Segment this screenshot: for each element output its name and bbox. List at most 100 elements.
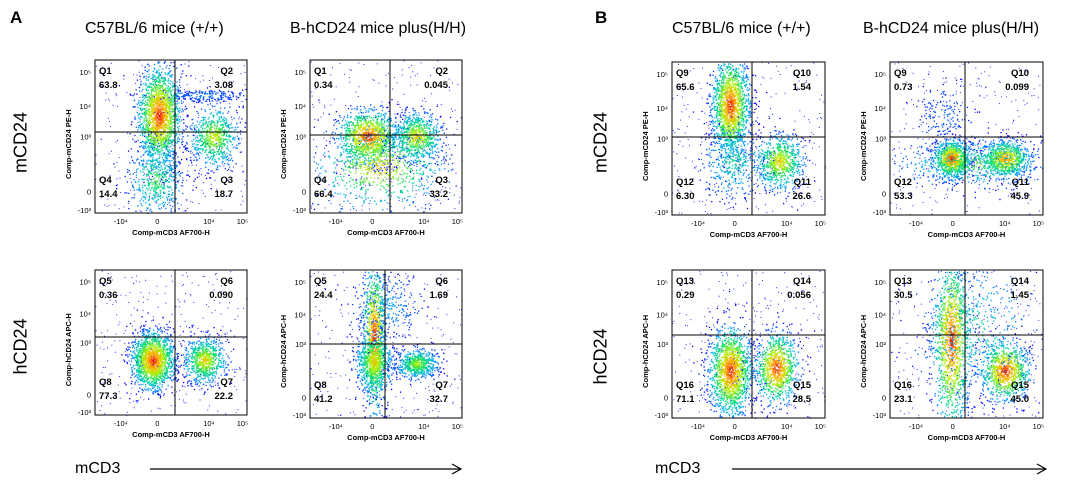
y-tick-label: -10³ <box>873 208 887 217</box>
quadrant-name: Q9 <box>676 68 689 79</box>
quadrant-percentage: 45.0 <box>1011 394 1030 405</box>
y-tick-label: 10³ <box>80 339 91 348</box>
quadrant-name: Q10 <box>1011 68 1029 79</box>
x-tick-label: -10⁴ <box>329 422 343 431</box>
footer-arrow-a <box>150 463 463 475</box>
density-dots <box>672 271 826 419</box>
density-dots <box>310 60 463 214</box>
quadrant-name: Q11 <box>1012 177 1030 188</box>
x-tick-label: 10⁴ <box>203 419 215 428</box>
plot-frame <box>309 59 463 214</box>
x-tick-label: 10⁵ <box>452 217 463 226</box>
x-tick-label: 10⁵ <box>815 219 826 228</box>
x-axis-title: Comp-mCD3 AF700-H <box>132 430 210 439</box>
x-tick-label: 10⁴ <box>418 217 430 226</box>
quadrant-percentage: 0.045 <box>424 80 448 91</box>
quadrant-name: Q6 <box>435 276 448 287</box>
y-axis-title: Comp-mCD24 PE-H <box>641 111 650 181</box>
flow-plot-a-mcd24-wt: Q1 63.8 Q2 3.08 Q3 18.7 Q4 14.4 -10⁴ 0 10⁴ 10⁵ Comp-… <box>64 59 248 237</box>
quadrant-name: Q16 <box>894 380 912 391</box>
y-tick-label: -10³ <box>873 411 887 420</box>
y-tick-label: 10³ <box>657 340 668 349</box>
y-axis-title: Comp-hCD24 APC-H <box>279 315 288 388</box>
quadrant-name: Q2 <box>220 66 233 77</box>
y-tick-label: 10⁴ <box>294 102 306 111</box>
quadrant-name: Q7 <box>435 380 448 391</box>
x-axis-title: Comp-mCD3 AF700-H <box>710 230 788 239</box>
quadrant-name: Q1 <box>99 66 112 77</box>
x-axis-title: Comp-mCD3 AF700-H <box>928 433 1006 442</box>
quadrant-percentage: 0.36 <box>99 290 118 301</box>
quadrant-name: Q15 <box>793 380 812 391</box>
y-tick-label: 0 <box>302 393 306 402</box>
y-tick-label: 10⁴ <box>656 310 668 319</box>
x-axis-title: Comp-mCD3 AF700-H <box>347 433 425 442</box>
row-label-a-hcd24: hCD24 <box>11 312 32 382</box>
y-tick-label: 10⁵ <box>295 278 306 287</box>
y-tick-label: 0 <box>882 190 886 199</box>
column-title-a-wt: C57BL/6 mice (+/+) <box>85 20 224 38</box>
y-tick-label: 10⁴ <box>79 102 91 111</box>
x-tick-label: -10⁴ <box>114 419 128 428</box>
y-tick-label: -10³ <box>655 208 669 217</box>
x-tick-label: 10⁵ <box>1033 422 1044 431</box>
quadrant-percentage: 14.4 <box>99 189 118 200</box>
y-tick-label: 0 <box>882 393 886 402</box>
y-tick-label: 10⁵ <box>875 278 886 287</box>
x-tick-label: 0 <box>951 219 955 228</box>
x-axis-title: Comp-mCD3 AF700-H <box>132 228 210 237</box>
y-tick-label: 10⁴ <box>874 104 886 113</box>
x-tick-label: -10⁴ <box>329 217 343 226</box>
quadrant-percentage: 0.099 <box>1005 82 1029 93</box>
y-tick-label: -10³ <box>78 408 92 417</box>
plot-frame <box>671 61 826 216</box>
y-tick-label: -10³ <box>655 411 669 420</box>
quadrant-name: Q13 <box>894 276 912 287</box>
y-tick-label: 10³ <box>295 133 306 142</box>
density-dots <box>890 62 1044 216</box>
x-tick-label: 0 <box>733 422 737 431</box>
y-axis-title: Comp-hCD24 APC-H <box>64 313 73 386</box>
quadrant-percentage: 45.9 <box>1011 191 1030 202</box>
x-tick-label: 10⁴ <box>781 422 793 431</box>
density-dots <box>95 60 248 214</box>
quadrant-name: Q5 <box>99 276 112 287</box>
y-tick-label: 10⁵ <box>657 70 668 79</box>
x-axis-title: Comp-mCD3 AF700-H <box>928 230 1006 239</box>
quadrant-name: Q1 <box>314 66 327 77</box>
quadrant-name: Q8 <box>99 377 112 388</box>
plot-frame <box>94 269 248 416</box>
quadrant-percentage: 0.73 <box>894 82 913 93</box>
y-tick-label: 10³ <box>875 135 886 144</box>
y-axis-title: Comp-hCD24 APC-H <box>641 315 650 388</box>
y-tick-label: 10⁵ <box>295 68 306 77</box>
y-tick-label: 10³ <box>657 135 668 144</box>
column-title-a-humanized: B-hCD24 mice plus(H/H) <box>290 20 466 38</box>
quadrant-percentage: 41.2 <box>314 394 333 405</box>
x-tick-label: 10⁵ <box>815 422 826 431</box>
flow-plot-a-hcd24-wt: Q5 0.36 Q6 0.090 Q7 22.2 Q8 77.3 -10⁴ 0 10⁴ 10⁵ Comp… <box>64 269 248 439</box>
quadrant-name: Q7 <box>220 377 233 388</box>
y-tick-label: 10³ <box>875 340 886 349</box>
y-tick-label: 10³ <box>295 340 306 349</box>
quadrant-name: Q2 <box>435 66 448 77</box>
quadrant-name: Q13 <box>676 276 694 287</box>
quadrant-name: Q4 <box>314 175 327 186</box>
x-tick-label: -10⁴ <box>691 219 705 228</box>
quadrant-name: Q16 <box>676 380 694 391</box>
y-tick-label: 10⁴ <box>79 310 91 319</box>
quadrant-percentage: 53.3 <box>894 191 913 202</box>
footer-label-b: mCD3 <box>655 460 700 478</box>
quadrant-percentage: 6.30 <box>676 191 695 202</box>
row-label-b-mcd24: mCD24 <box>591 108 612 178</box>
x-tick-label: 10⁴ <box>781 219 793 228</box>
x-tick-label: 0 <box>155 217 159 226</box>
quadrant-name: Q15 <box>1011 380 1030 391</box>
quadrant-percentage: 77.3 <box>99 391 118 402</box>
x-tick-label: -10⁴ <box>691 422 705 431</box>
quadrant-name: Q6 <box>220 276 233 287</box>
quadrant-percentage: 23.1 <box>894 394 913 405</box>
quadrant-percentage: 1.69 <box>430 290 449 301</box>
x-tick-label: 0 <box>951 422 955 431</box>
y-tick-label: 0 <box>664 393 668 402</box>
